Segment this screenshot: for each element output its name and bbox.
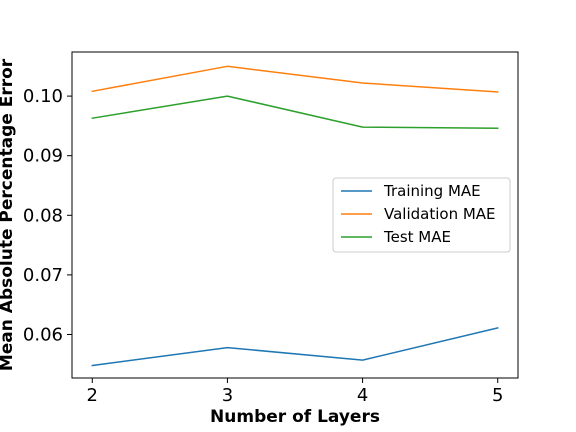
x-tick-label: 4 [357,385,368,406]
y-tick-label: 0.08 [23,205,63,226]
y-axis-label: Mean Absolute Percentage Error [0,58,17,371]
series-line-1 [91,326,499,367]
series-lines [91,65,499,367]
x-tick-label: 2 [87,385,98,406]
x-tick-label: 5 [492,385,503,406]
x-tick-label: 3 [222,385,233,406]
legend-label: Test MAE [383,228,451,246]
legend-box [332,177,511,253]
x-axis-ticks: 2 3 4 5 [87,378,503,406]
x-axis-label: Number of Layers [210,407,380,427]
y-tick-label: 0.07 [23,265,63,286]
y-tick-label: 0.06 [23,324,63,345]
series-line-2 [91,65,499,93]
y-axis-ticks: 0.06 0.07 0.08 0.09 0.10 [23,86,72,345]
y-tick-label: 0.10 [23,86,63,107]
y-tick-label: 0.09 [23,146,63,167]
legend-label: Training MAE [383,182,481,200]
legend-label: Validation MAE [384,205,496,223]
series-line-3 [91,95,499,130]
legend: Training MAE Validation MAE Test MAE [332,177,511,253]
